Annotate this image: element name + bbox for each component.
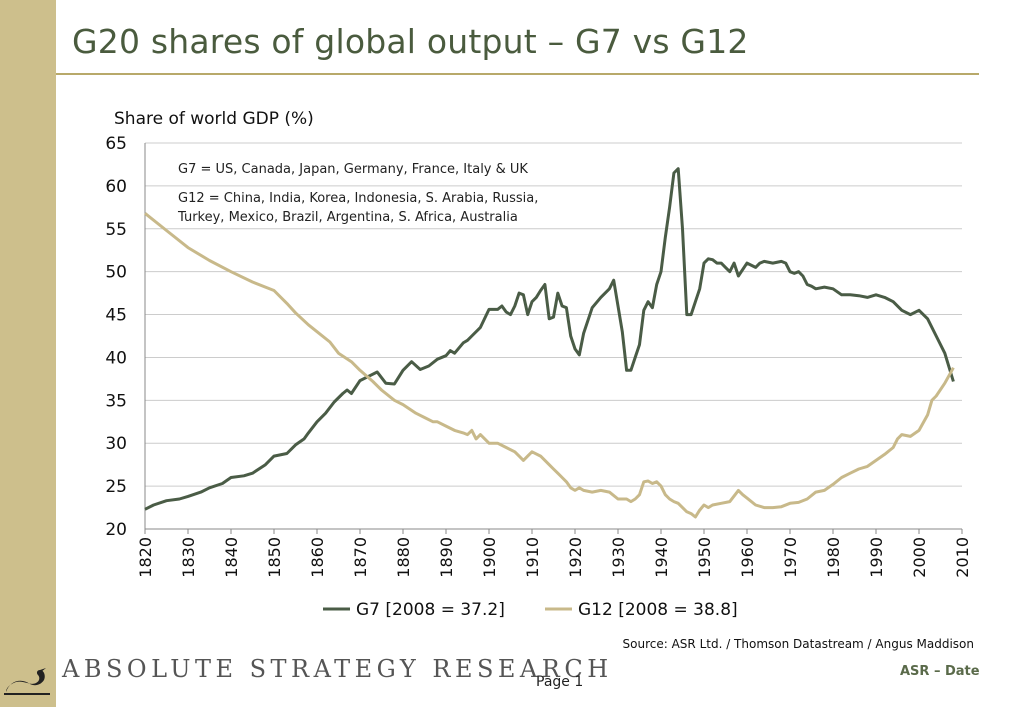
x-tick-label: 1820 (136, 537, 155, 578)
x-tick-label: 1970 (781, 537, 800, 578)
y-axis-title: Share of world GDP (%) (114, 109, 314, 129)
annotations: G7 = US, Canada, Japan, Germany, France,… (177, 162, 538, 225)
date-label: ASR – Date (900, 664, 980, 679)
x-tick-label: 1900 (480, 537, 499, 578)
x-tick-label: 2000 (910, 537, 929, 578)
y-tick-label: 50 (105, 263, 127, 283)
annotation-line: Turkey, Mexico, Brazil, Argentina, S. Af… (177, 210, 518, 225)
x-tick-label: 1880 (394, 537, 413, 578)
brand-wordmark: ABSOLUTE STRATEGY RESEARCH (62, 655, 613, 683)
annotation-line: G12 = China, India, Korea, Indonesia, S.… (178, 191, 538, 206)
x-tick-label: 1890 (437, 537, 456, 578)
x-tick-label: 1980 (824, 537, 843, 578)
annotation-line: G7 = US, Canada, Japan, Germany, France,… (178, 162, 528, 177)
y-tick-label: 35 (105, 391, 127, 411)
x-tick-label: 1830 (179, 537, 198, 578)
x-tick-label: 1960 (738, 537, 757, 578)
x-tick-label: 1840 (222, 537, 241, 578)
x-tick-labels: 1820 1830 1840 1850 1860 1870 1880 1890 1900 1910… (136, 537, 972, 578)
y-tick-label: 25 (105, 477, 127, 497)
x-tick-label: 1860 (308, 537, 327, 578)
legend-label: G7 [2008 = 37.2] (356, 600, 505, 620)
x-tick-label: 1850 (265, 537, 284, 578)
gridlines (145, 142, 962, 487)
x-tick-label: 1920 (566, 537, 585, 578)
legend: G7 [2008 = 37.2] G12 [2008 = 38.8] (323, 600, 738, 620)
swan-logo (4, 668, 50, 695)
y-tick-label: 40 (105, 348, 127, 368)
x-tick-label: 2010 (953, 537, 972, 578)
legend-label: G12 [2008 = 38.8] (578, 600, 738, 620)
y-tick-labels: 20 25 30 35 40 45 50 55 60 65 (105, 134, 127, 540)
page-number: Page 1 (536, 674, 584, 690)
source-note: Source: ASR Ltd. / Thomson Datastream / … (623, 637, 974, 651)
x-tick-label: 1950 (695, 537, 714, 578)
x-tick-label: 1930 (609, 537, 628, 578)
x-tick-label: 1990 (867, 537, 886, 578)
x-tick-label: 1940 (652, 537, 671, 578)
g7-series-line (144, 167, 955, 511)
x-tick-label: 1910 (523, 537, 542, 578)
y-tick-label: 20 (105, 520, 127, 540)
y-tick-label: 65 (105, 134, 127, 154)
title-divider (56, 73, 979, 75)
y-tick-label: 55 (105, 220, 127, 240)
g12-series-line (144, 212, 955, 519)
y-tick-label: 30 (105, 434, 127, 454)
page-title: G20 shares of global output – G7 vs G12 (72, 22, 749, 61)
axes (144, 143, 963, 534)
y-tick-label: 60 (105, 177, 127, 197)
x-tick-label: 1870 (351, 537, 370, 578)
series-lines (144, 167, 955, 519)
y-tick-label: 45 (105, 306, 127, 326)
sidebar-accent (0, 0, 56, 707)
